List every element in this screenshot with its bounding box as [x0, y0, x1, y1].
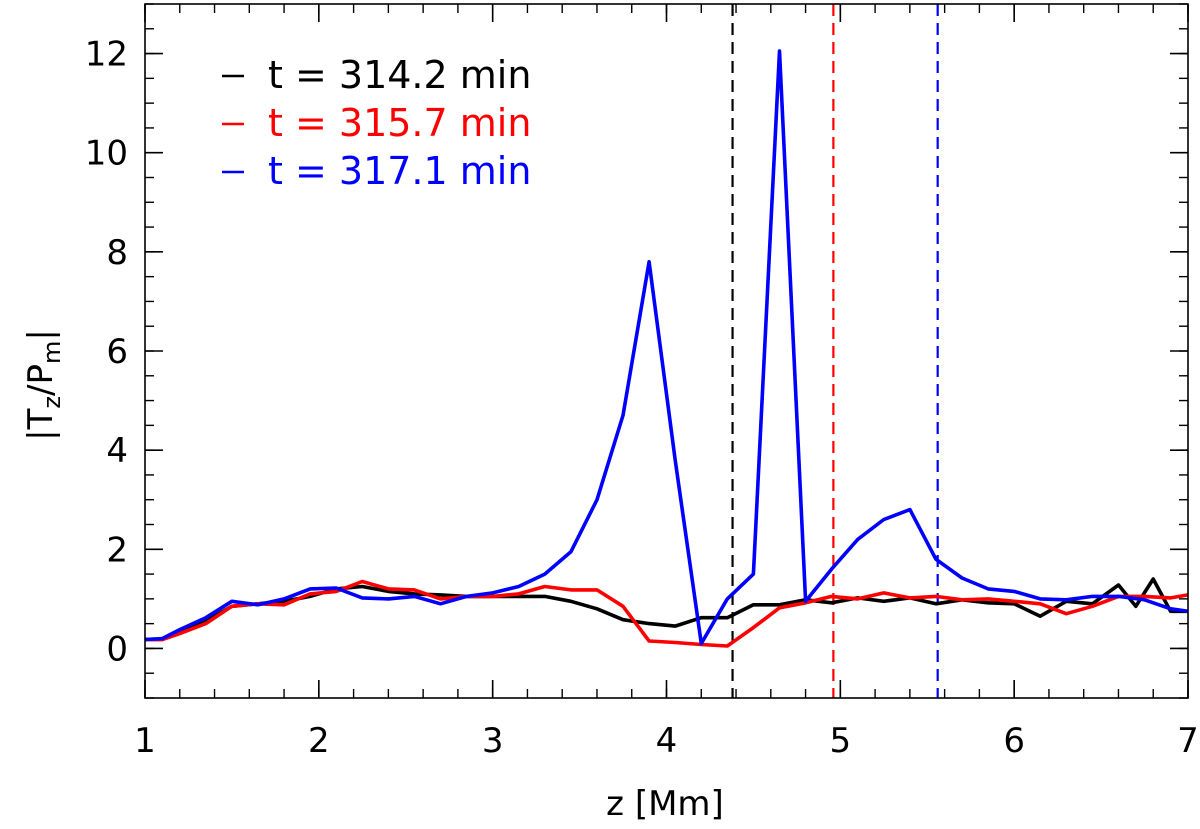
x-tick-label: 4	[656, 721, 678, 761]
y-tick-label: 6	[106, 332, 128, 372]
y-tick-label: 0	[106, 629, 128, 669]
x-tick-label: 1	[134, 721, 156, 761]
x-tick-label: 7	[1177, 721, 1199, 761]
y-axis-label-bar-right: |	[21, 329, 61, 340]
series-line-2	[145, 579, 1189, 648]
legend-label-1: t = 314.2 min	[268, 53, 531, 97]
x-axis-label: z [Mm]	[606, 784, 724, 824]
series-line-3	[144, 49, 1189, 646]
x-tick-label: 5	[830, 721, 852, 761]
dashed-marker-lines	[731, 4, 939, 698]
x-tick-label: 3	[482, 721, 504, 761]
y-tick-label: 2	[106, 530, 128, 570]
y-axis-label-p: P	[21, 364, 61, 385]
axis-ticks	[144, 3, 1189, 699]
y-tick-label: 8	[106, 233, 128, 273]
y-tick-label: 12	[85, 35, 128, 75]
legend-label-3: t = 317.1 min	[268, 149, 531, 193]
series-line-1	[145, 577, 1188, 642]
y-axis-label: |Tz/Pm|	[21, 329, 66, 441]
y-axis-label-t: T	[21, 408, 61, 430]
legend-label-2: t = 315.7 min	[268, 101, 531, 145]
y-axis-label-t-sub: z	[38, 396, 66, 409]
y-axis-label-slash: /	[21, 384, 61, 396]
x-tick-label: 2	[308, 721, 330, 761]
y-tick-label: 10	[85, 134, 128, 174]
y-tick-label: 4	[106, 431, 128, 471]
y-axis-label-bar-left: |	[21, 429, 61, 440]
y-axis-label-p-sub: m	[38, 341, 66, 364]
x-tick-label: 6	[1003, 721, 1025, 761]
series-lines	[144, 49, 1189, 648]
